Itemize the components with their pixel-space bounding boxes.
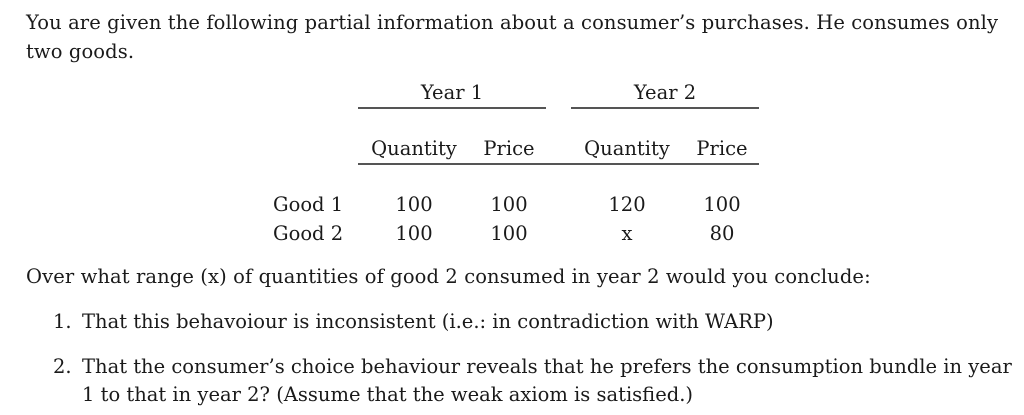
- group-header-year-1: Year 1: [420, 81, 484, 104]
- table-cell: 100: [490, 193, 528, 216]
- header-rule: [358, 163, 759, 165]
- list-item-number: 2.: [53, 355, 72, 378]
- column-header-price-1: Price: [483, 137, 535, 160]
- list-item-number: 1.: [53, 310, 72, 333]
- column-header-quantity-2: Quantity: [584, 137, 670, 160]
- intro-line-2: two goods.: [26, 40, 135, 63]
- year-1-rule: [358, 107, 546, 109]
- table-cell: 120: [608, 193, 646, 216]
- table-cell: 80: [709, 222, 735, 245]
- intro-line-1: You are given the following partial info…: [26, 11, 999, 34]
- row-label-good-2: Good 2: [273, 222, 344, 245]
- table-cell: 100: [395, 222, 433, 245]
- table-cell: 100: [490, 222, 528, 245]
- column-header-quantity-1: Quantity: [371, 137, 457, 160]
- year-2-rule: [571, 107, 759, 109]
- table-cell: 100: [395, 193, 433, 216]
- question-text: Over what range (x) of quantities of goo…: [26, 265, 871, 288]
- row-label-good-1: Good 1: [273, 193, 344, 216]
- list-item-text: That the consumer’s choice behaviour rev…: [82, 355, 1012, 378]
- table-cell: 100: [703, 193, 741, 216]
- group-header-year-2: Year 2: [633, 81, 697, 104]
- column-header-price-2: Price: [696, 137, 748, 160]
- list-item-text: That this behavoiour is inconsistent (i.…: [82, 310, 774, 333]
- table-cell: x: [621, 222, 633, 245]
- list-item-text-continued: 1 to that in year 2? (Assume that the we…: [82, 383, 694, 406]
